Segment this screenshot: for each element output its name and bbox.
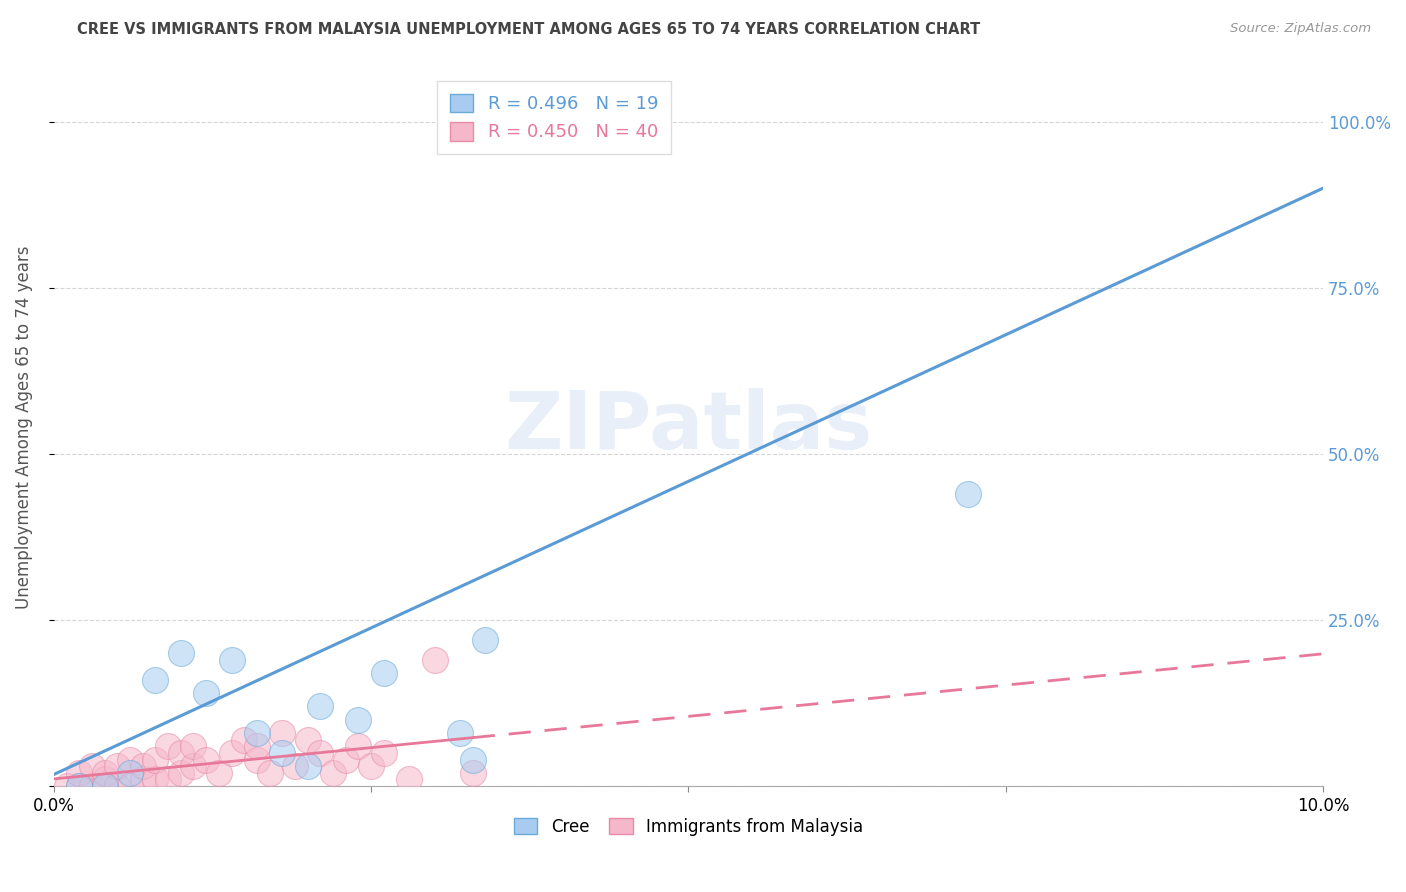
Point: [195, 753, 218, 767]
Point: [145, 772, 167, 787]
Point: [322, 765, 344, 780]
Point: [93, 765, 115, 780]
Point: [93, 772, 115, 787]
Point: [246, 739, 269, 754]
Point: [93, 779, 115, 793]
Text: CREE VS IMMIGRANTS FROM MALAYSIA UNEMPLOYMENT AMONG AGES 65 TO 74 YEARS CORRELAT: CREE VS IMMIGRANTS FROM MALAYSIA UNEMPLO…: [77, 22, 980, 37]
Point: [145, 753, 167, 767]
Point: [157, 772, 180, 787]
Point: [170, 746, 193, 760]
Point: [183, 759, 205, 773]
Point: [170, 646, 193, 660]
Point: [956, 487, 979, 501]
Point: [170, 765, 193, 780]
Point: [398, 772, 420, 787]
Point: [67, 765, 90, 780]
Point: [271, 746, 294, 760]
Point: [131, 772, 153, 787]
Point: [284, 759, 307, 773]
Point: [297, 732, 319, 747]
Point: [259, 765, 281, 780]
Point: [309, 699, 332, 714]
Point: [157, 739, 180, 754]
Point: [118, 765, 141, 780]
Point: [208, 765, 231, 780]
Text: Source: ZipAtlas.com: Source: ZipAtlas.com: [1230, 22, 1371, 36]
Point: [145, 673, 167, 687]
Point: [131, 759, 153, 773]
Point: [67, 779, 90, 793]
Point: [297, 759, 319, 773]
Point: [474, 632, 496, 647]
Point: [271, 726, 294, 740]
Point: [233, 732, 256, 747]
Point: [221, 746, 243, 760]
Point: [221, 653, 243, 667]
Point: [118, 753, 141, 767]
Point: [360, 759, 382, 773]
Point: [80, 779, 103, 793]
Text: ZIPatlas: ZIPatlas: [505, 388, 873, 467]
Point: [423, 653, 446, 667]
Point: [347, 713, 370, 727]
Point: [449, 726, 471, 740]
Point: [105, 759, 128, 773]
Point: [373, 746, 395, 760]
Point: [461, 753, 484, 767]
Point: [195, 686, 218, 700]
Point: [335, 753, 357, 767]
Point: [80, 759, 103, 773]
Point: [55, 779, 77, 793]
Point: [183, 739, 205, 754]
Point: [474, 114, 496, 128]
Point: [118, 779, 141, 793]
Point: [347, 739, 370, 754]
Point: [246, 753, 269, 767]
Point: [105, 779, 128, 793]
Point: [461, 765, 484, 780]
Legend: R = 0.496   N = 19, R = 0.450   N = 40: R = 0.496 N = 19, R = 0.450 N = 40: [437, 81, 671, 154]
Point: [373, 666, 395, 681]
Point: [309, 746, 332, 760]
Point: [474, 114, 496, 128]
Point: [246, 726, 269, 740]
Y-axis label: Unemployment Among Ages 65 to 74 years: Unemployment Among Ages 65 to 74 years: [15, 245, 32, 609]
Point: [67, 779, 90, 793]
